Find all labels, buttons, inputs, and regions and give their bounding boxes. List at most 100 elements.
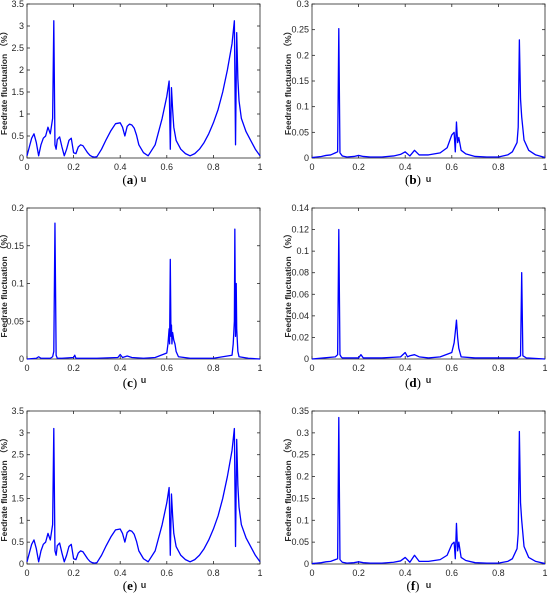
x-axis-label-f: u	[426, 580, 432, 590]
y-tick-label-d: 0.1	[296, 246, 309, 256]
y-tick-label-f: 0.05	[291, 537, 309, 547]
y-tick-label-c: 0.1	[11, 279, 24, 289]
y-tick-label-d: 0.06	[291, 289, 309, 299]
panel-c: 0 0.2 0.4 0.6 0.8 1 0 0.05 0.1 0.15 0.2 u Feedrate f…	[0, 203, 263, 385]
y-tick-label-d: 0.04	[291, 311, 309, 321]
panel-b: 0 0.2 0.4 0.6 0.8 1 0 0.05 0.1 0.15 0.2 0.25 0.3 u Fee…	[283, 0, 548, 184]
plot-frame-f	[311, 410, 546, 565]
y-axis-label-b: Feedrate fluctuation （%）	[283, 27, 293, 135]
y-tick-label-d: 0.02	[291, 332, 309, 342]
y-tick-label-c: 0.05	[6, 316, 24, 326]
caption-d: (d)	[405, 375, 421, 390]
y-tick-label-a: 0.5	[11, 131, 24, 141]
y-tick-label-e: 0	[19, 559, 24, 569]
panel-d: 0 0.2 0.4 0.6 0.8 1 0 0.02 0.04 0.06 0.08 0.1 0.12 0.…	[283, 203, 548, 385]
x-tick-label-e: 0.2	[67, 568, 80, 578]
x-tick-label-a: 0.6	[161, 162, 174, 172]
y-tick-label-c: 0.15	[6, 241, 24, 251]
y-axis-label-a: Feedrate fluctuation （%）	[0, 27, 9, 135]
x-tick-label-a: 0	[24, 162, 29, 172]
series-line-d	[311, 228, 546, 360]
series-line-b	[311, 27, 546, 159]
y-tick-label-e: 1.5	[11, 493, 24, 503]
y-tick-label-f: 0.15	[291, 493, 309, 503]
x-tick-label-c: 0.8	[207, 363, 220, 373]
x-tick-label-f: 0.6	[446, 568, 459, 578]
y-tick-label-a: 0	[19, 153, 24, 163]
series-line-c	[26, 222, 261, 360]
caption-b: (b)	[405, 172, 421, 187]
y-tick-label-e: 3.5	[11, 406, 24, 416]
x-axis-label-b: u	[426, 174, 432, 184]
x-tick-label-b: 0.4	[399, 162, 412, 172]
series-line-f	[311, 416, 546, 565]
x-axis-label-e: u	[141, 580, 147, 590]
caption-c: (c)	[122, 375, 138, 390]
x-axis-label-a: u	[141, 174, 147, 184]
x-tick-label-f: 0.2	[352, 568, 365, 578]
y-tick-label-a: 2	[19, 65, 24, 75]
y-tick-label-d: 0.08	[291, 268, 309, 278]
panel-f: 0 0.2 0.4 0.6 0.8 1 0 0.05 0.1 0.15 0.2 0.25 0.3 0.35…	[283, 406, 548, 590]
y-tick-label-b: 0	[304, 153, 309, 163]
y-tick-label-f: 0	[304, 559, 309, 569]
x-tick-label-a: 1	[257, 162, 262, 172]
y-tick-label-b: 0.2	[296, 50, 309, 60]
x-tick-label-e: 0	[24, 568, 29, 578]
y-tick-label-f: 0.2	[296, 472, 309, 482]
y-tick-label-c: 0	[19, 354, 24, 364]
caption-f: (f)	[406, 578, 420, 593]
y-tick-label-e: 0.5	[11, 537, 24, 547]
x-tick-label-c: 0	[24, 363, 29, 373]
x-tick-label-f: 1	[542, 568, 547, 578]
y-tick-label-d: 0.14	[291, 203, 309, 213]
x-tick-label-d: 1	[542, 363, 547, 373]
y-axis-label-c: Feedrate fluctuation （%）	[0, 229, 9, 337]
x-tick-label-b: 0.2	[352, 162, 365, 172]
y-tick-label-b: 0.1	[296, 102, 309, 112]
y-tick-label-e: 1	[19, 515, 24, 525]
y-tick-label-d: 0.12	[291, 225, 309, 235]
x-axis-label-d: u	[426, 375, 432, 385]
y-tick-label-a: 3.5	[11, 0, 24, 9]
y-tick-label-a: 1.5	[11, 87, 24, 97]
y-axis-label-e: Feedrate fluctuation （%）	[0, 433, 9, 541]
x-tick-label-c: 0.2	[67, 363, 80, 373]
y-tick-label-f: 0.3	[296, 428, 309, 438]
plot-frame-d	[311, 207, 546, 360]
x-tick-label-b: 0	[309, 162, 314, 172]
x-tick-label-f: 0.8	[492, 568, 505, 578]
x-tick-label-c: 0.6	[161, 363, 174, 373]
x-tick-label-a: 0.2	[67, 162, 80, 172]
y-tick-label-a: 2.5	[11, 43, 24, 53]
y-tick-label-b: 0.3	[296, 0, 309, 9]
y-tick-label-e: 2.5	[11, 450, 24, 460]
x-tick-label-f: 0.4	[399, 568, 412, 578]
plot-frame-a	[26, 3, 261, 159]
y-tick-label-a: 1	[19, 109, 24, 119]
y-tick-label-d: 0	[304, 354, 309, 364]
y-axis-label-d: Feedrate fluctuation （%）	[283, 229, 293, 337]
x-tick-label-e: 1	[257, 568, 262, 578]
y-tick-label-b: 0.25	[291, 25, 309, 35]
x-tick-label-c: 1	[257, 363, 262, 373]
x-tick-label-a: 0.8	[207, 162, 220, 172]
x-tick-label-e: 0.6	[161, 568, 174, 578]
y-tick-label-b: 0.05	[291, 127, 309, 137]
y-tick-label-c: 0.2	[11, 203, 24, 213]
x-tick-label-b: 0.6	[446, 162, 459, 172]
panel-e: 0 0.2 0.4 0.6 0.8 1 0 0.5 1 1.5 2 2.5 3 3.5 u Feedrate …	[0, 406, 263, 590]
x-axis-label-c: u	[141, 375, 147, 385]
y-tick-label-f: 0.1	[296, 515, 309, 525]
y-tick-label-b: 0.15	[291, 76, 309, 86]
x-tick-label-a: 0.4	[114, 162, 127, 172]
series-line-a	[26, 20, 261, 158]
caption-a: (a)	[122, 172, 138, 187]
y-tick-label-f: 0.25	[291, 450, 309, 460]
x-tick-label-d: 0.8	[492, 363, 505, 373]
x-tick-label-d: 0.4	[399, 363, 412, 373]
x-tick-label-f: 0	[309, 568, 314, 578]
y-tick-label-a: 3	[19, 21, 24, 31]
x-tick-label-d: 0.6	[446, 363, 459, 373]
